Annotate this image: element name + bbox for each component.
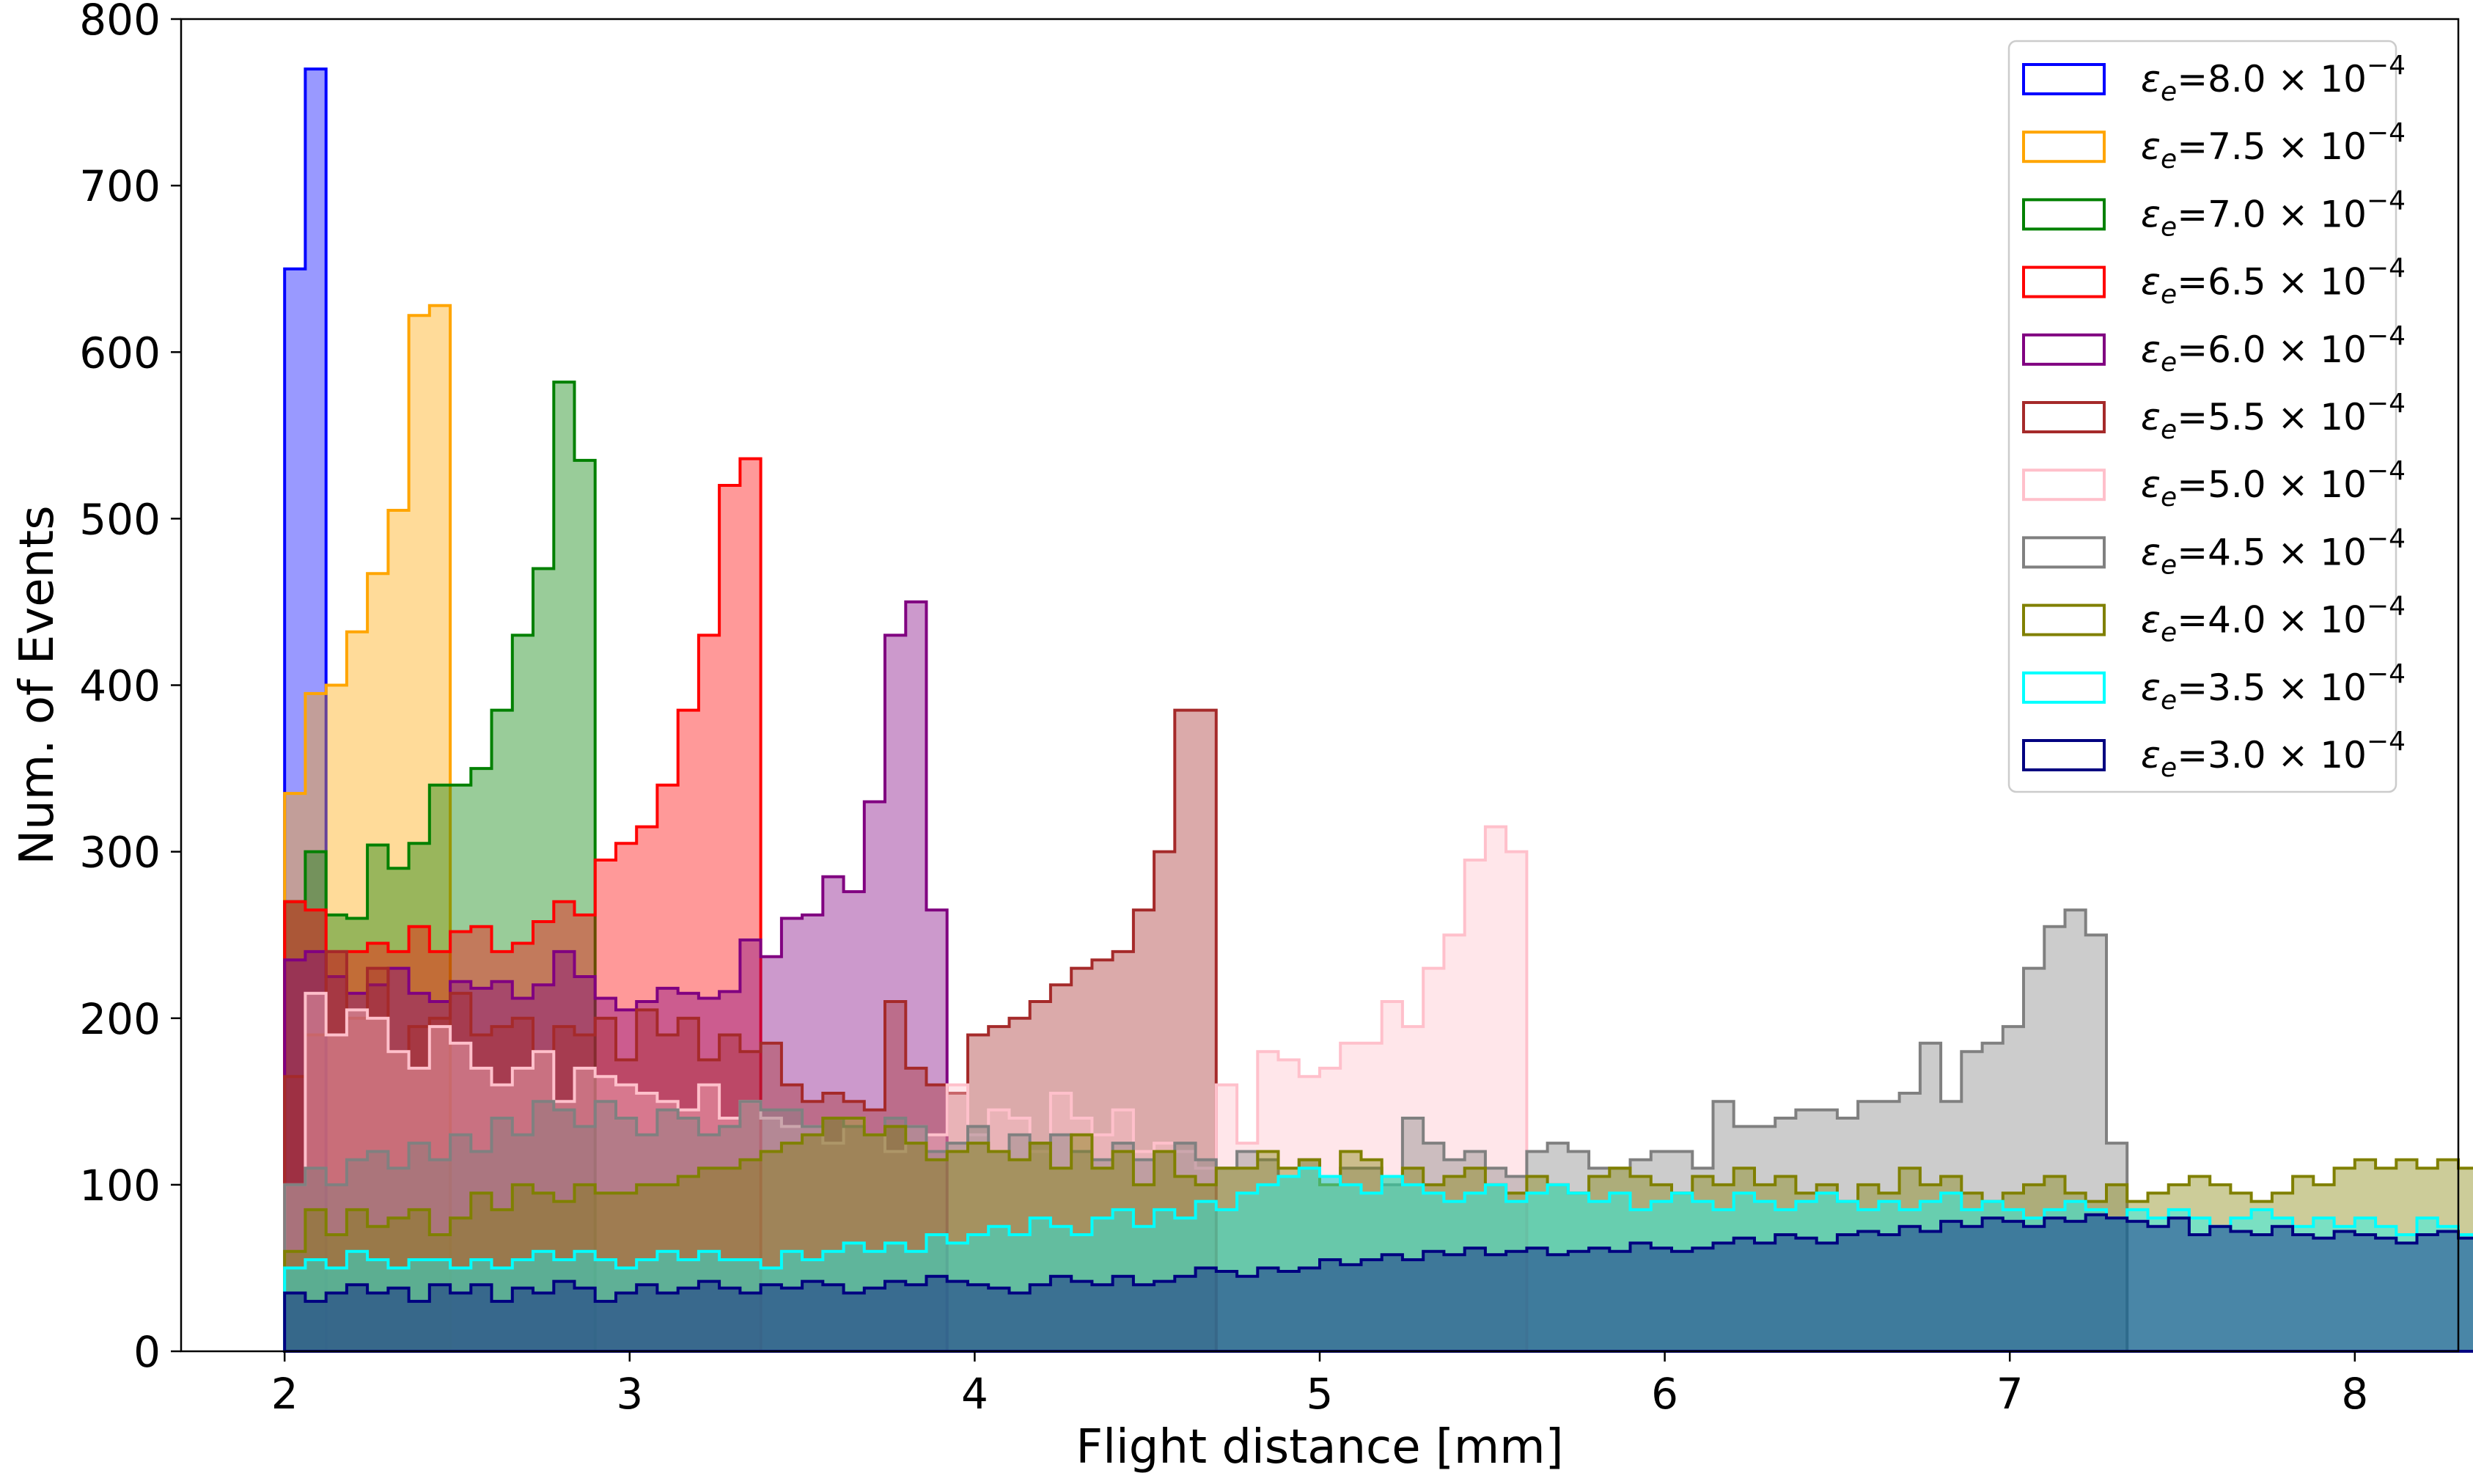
legend-label-0: εe=8.0 × 10−4 xyxy=(2141,51,2406,107)
x-tick-label: 4 xyxy=(961,1369,988,1419)
y-axis-label: Num. of Events xyxy=(10,505,65,864)
y-tick-label: 300 xyxy=(79,828,161,878)
x-axis-label: Flight distance [mm] xyxy=(1076,1420,1563,1474)
legend-swatch-0 xyxy=(2022,63,2106,95)
histogram-series-10 xyxy=(283,1213,2473,1353)
legend-label-10: εe=3.0 × 10−4 xyxy=(2141,727,2406,783)
x-tick-label: 6 xyxy=(1651,1369,1678,1419)
y-tick-label: 700 xyxy=(79,161,161,211)
x-tick-label: 7 xyxy=(1996,1369,2024,1419)
legend: εe=8.0 × 10−4 εe=7.5 × 10−4 εe=7.0 × 10−4 ε… xyxy=(2007,40,2406,793)
histogram-series-8 xyxy=(283,1117,2473,1353)
x-tick-label: 2 xyxy=(271,1369,298,1419)
legend-swatch-1 xyxy=(2022,131,2106,164)
histogram-series-5 xyxy=(283,708,1218,1353)
y-tick-label: 0 xyxy=(133,1327,161,1377)
y-tick-label: 400 xyxy=(79,661,161,711)
histogram-series-3 xyxy=(283,457,763,1353)
legend-label-3: εe=6.5 × 10−4 xyxy=(2141,254,2406,310)
legend-label-5: εe=5.5 × 10−4 xyxy=(2141,389,2406,445)
legend-swatch-10 xyxy=(2022,739,2106,771)
legend-label-1: εe=7.5 × 10−4 xyxy=(2141,118,2406,175)
legend-swatch-3 xyxy=(2022,265,2106,298)
legend-label-8: εe=4.0 × 10−4 xyxy=(2141,592,2406,648)
legend-swatch-7 xyxy=(2022,536,2106,569)
histogram-series-1 xyxy=(283,304,452,1353)
legend-label-6: εe=5.0 × 10−4 xyxy=(2141,456,2406,513)
x-tick-label: 5 xyxy=(1307,1369,1334,1419)
legend-swatch-8 xyxy=(2022,603,2106,636)
y-tick-label: 500 xyxy=(79,494,161,544)
legend-swatch-9 xyxy=(2022,671,2106,704)
legend-label-9: εe=3.5 × 10−4 xyxy=(2141,659,2406,716)
axes: 2 3 4 5 6 7 8 0 100 200 300 400 500 600 700 800 xyxy=(79,0,2460,1419)
y-tick-label: 100 xyxy=(79,1161,161,1211)
legend-swatch-4 xyxy=(2022,333,2106,366)
legend-swatch-2 xyxy=(2022,198,2106,231)
x-tick-label: 3 xyxy=(616,1369,643,1419)
legend-swatch-5 xyxy=(2022,401,2106,433)
legend-label-7: εe=4.5 × 10−4 xyxy=(2141,524,2406,580)
y-tick-label: 200 xyxy=(79,994,161,1044)
histogram-series-2 xyxy=(283,381,597,1353)
legend-label-2: εe=7.0 × 10−4 xyxy=(2141,186,2406,242)
histogram-series-7 xyxy=(283,908,2129,1353)
y-tick-label: 800 xyxy=(79,0,161,45)
legend-label-4: εe=6.0 × 10−4 xyxy=(2141,321,2406,378)
legend-swatch-6 xyxy=(2022,469,2106,502)
plot-area xyxy=(283,67,2473,1353)
x-tick-label: 8 xyxy=(2341,1369,2368,1419)
y-tick-label: 600 xyxy=(79,328,161,378)
